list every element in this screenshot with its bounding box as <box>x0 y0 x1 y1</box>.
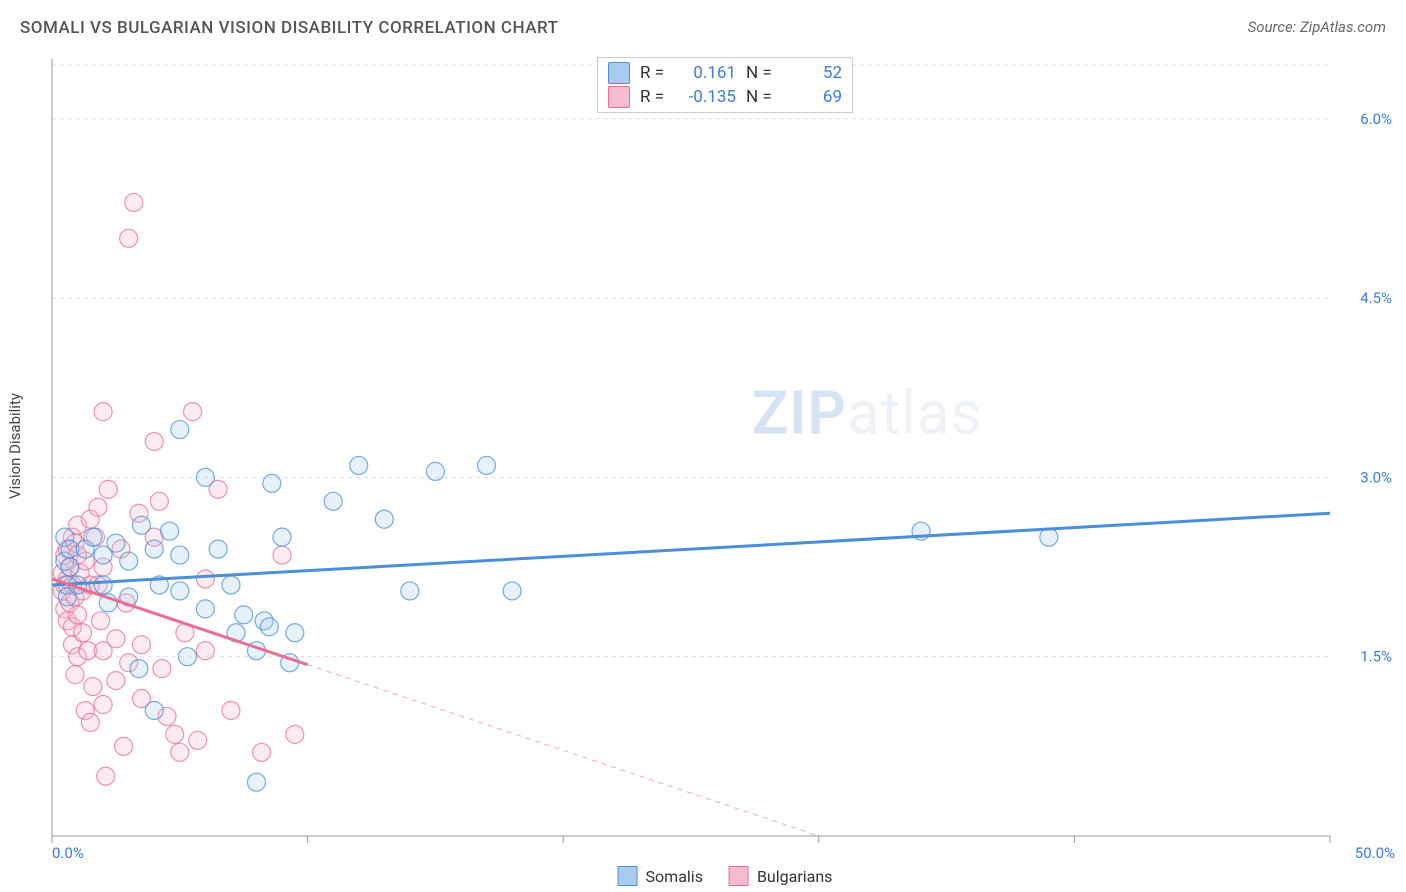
stats-legend: R = 0.161 N = 52 R = -0.135 N = 69 <box>597 57 853 113</box>
legend-swatch-icon <box>618 866 638 886</box>
legend-swatch-bulgarians <box>608 86 630 108</box>
series-legend-label: Bulgarians <box>757 867 832 886</box>
svg-text:50.0%: 50.0% <box>1355 844 1395 860</box>
legend-n-label: N = <box>746 87 774 107</box>
legend-n-label: N = <box>746 63 774 83</box>
source-label: Source: ZipAtlas.com <box>1248 18 1386 36</box>
svg-text:6.0%: 6.0% <box>1360 110 1392 128</box>
legend-n-value-bulgarians: 69 <box>784 87 842 107</box>
legend-swatch-somalis <box>608 62 630 84</box>
series-legend: Somalis Bulgarians <box>618 866 833 886</box>
svg-text:ZIPatlas: ZIPatlas <box>752 377 983 448</box>
scatter-chart: ZIPatlas 0.0% 50.0% 1.5% 3.0% 4.5% 6.0% <box>50 55 1400 860</box>
svg-text:4.5%: 4.5% <box>1360 289 1392 307</box>
stats-legend-row: R = -0.135 N = 69 <box>604 85 846 109</box>
legend-r-label: R = <box>640 63 668 83</box>
stats-legend-row: R = 0.161 N = 52 <box>604 61 846 85</box>
series-legend-item: Bulgarians <box>729 866 832 886</box>
chart-title: SOMALI VS BULGARIAN VISION DISABILITY CO… <box>20 18 558 38</box>
series-legend-item: Somalis <box>618 866 703 886</box>
legend-r-label: R = <box>640 87 668 107</box>
legend-r-value-bulgarians: -0.135 <box>678 87 736 107</box>
legend-swatch-icon <box>729 866 749 886</box>
svg-text:1.5%: 1.5% <box>1360 648 1392 666</box>
legend-r-value-somalis: 0.161 <box>678 63 736 83</box>
svg-text:3.0%: 3.0% <box>1360 468 1392 486</box>
plot-area: ZIPatlas 0.0% 50.0% 1.5% 3.0% 4.5% 6.0% R = 0.… <box>50 55 1400 860</box>
series-legend-label: Somalis <box>646 867 703 886</box>
svg-text:0.0%: 0.0% <box>52 844 84 860</box>
y-axis-label: Vision Disability <box>6 393 24 499</box>
legend-n-value-somalis: 52 <box>784 63 842 83</box>
